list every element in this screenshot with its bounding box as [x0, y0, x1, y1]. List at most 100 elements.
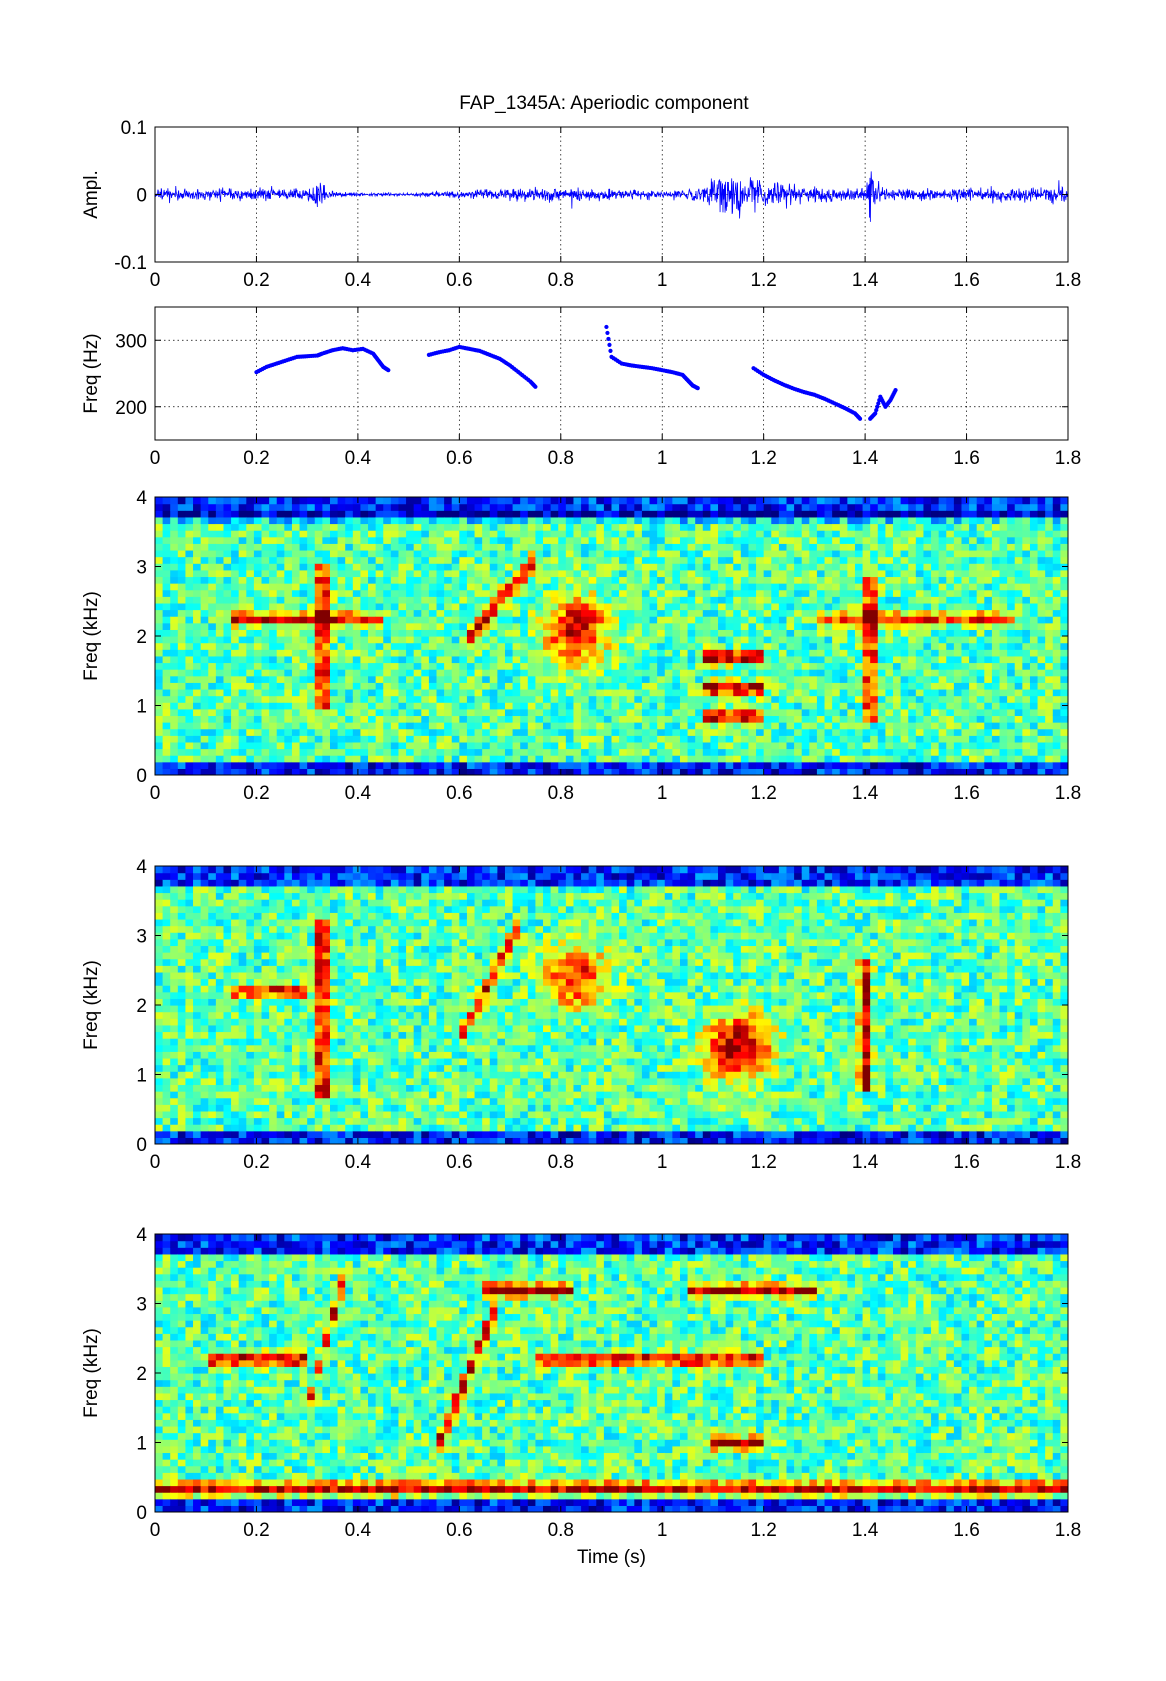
heatmap-cell [177, 642, 187, 650]
heatmap-cell [809, 662, 818, 670]
heatmap-cell [634, 669, 643, 677]
heatmap-cell [938, 497, 947, 505]
heatmap-cell [915, 741, 925, 750]
heatmap-cell [482, 695, 491, 703]
heatmap-cell [474, 655, 483, 664]
heatmap-cell [337, 556, 346, 564]
heatmap-cell [969, 556, 978, 564]
heatmap-cell [170, 616, 179, 624]
heatmap-cell [238, 616, 247, 624]
heatmap-cell [352, 569, 362, 578]
heatmap-cell [740, 609, 750, 617]
heatmap-cell [253, 682, 263, 690]
heatmap-cell [337, 563, 346, 571]
heatmap-cell [603, 622, 613, 630]
heatmap-cell [307, 741, 316, 750]
heatmap-cell [923, 516, 932, 525]
heatmap-cell [581, 715, 590, 723]
heatmap-cell [390, 602, 400, 611]
heatmap-cell [489, 503, 498, 511]
heatmap-cell [421, 583, 430, 591]
heatmap-cell [870, 596, 879, 604]
heatmap-cell [170, 602, 179, 611]
heatmap-cell [854, 695, 864, 703]
heatmap-cell [177, 755, 187, 763]
heatmap-cell [238, 708, 247, 717]
heatmap-cell [193, 510, 202, 518]
heatmap-cell [284, 596, 293, 604]
heatmap-cell [718, 569, 727, 578]
heatmap-cell [862, 768, 871, 775]
heatmap-cell [466, 722, 476, 730]
heatmap-cell [588, 563, 597, 571]
heatmap-cell [208, 715, 217, 723]
heatmap-cell [504, 748, 514, 756]
heatmap-cell [809, 741, 818, 750]
heatmap-cell [626, 682, 635, 690]
heatmap-cell [329, 715, 339, 723]
heatmap-cell [512, 543, 521, 551]
heatmap-cell [893, 549, 902, 558]
heatmap-cell [390, 536, 400, 544]
heatmap-cell [847, 497, 856, 505]
heatmap-cell [497, 682, 506, 690]
heatmap-cell [634, 516, 643, 525]
heatmap-cell [588, 569, 597, 578]
heatmap-cell [504, 636, 514, 644]
heatmap-cell [786, 622, 795, 630]
heatmap-cell [748, 530, 757, 538]
heatmap-cell [573, 536, 582, 544]
heatmap-cell [596, 649, 605, 657]
heatmap-cell [406, 510, 415, 518]
heatmap-cell [550, 576, 559, 584]
heatmap-cell [771, 589, 780, 597]
heatmap-cell [794, 629, 803, 637]
heatmap-cell [832, 702, 841, 710]
heatmap-cell [748, 596, 757, 604]
heatmap-cell [725, 583, 734, 591]
heatmap-cell [839, 642, 848, 650]
plot-area [155, 127, 1068, 262]
heatmap-cell [824, 609, 833, 617]
heatmap-cell [611, 735, 620, 743]
heatmap-cell [550, 722, 559, 730]
heatmap-cell [657, 622, 666, 630]
heatmap-cell [504, 503, 514, 511]
heatmap-cell [231, 530, 240, 538]
heatmap-cell [900, 576, 909, 584]
heatmap-cell [870, 715, 879, 723]
heatmap-cell [573, 516, 582, 525]
heatmap-cell [641, 530, 651, 538]
heatmap-cell [756, 609, 765, 617]
heatmap-cell [710, 510, 719, 518]
heatmap-cell [672, 503, 681, 511]
heatmap-cell [284, 735, 293, 743]
heatmap-cell [253, 523, 263, 531]
heatmap-cell [345, 642, 354, 650]
heatmap-cell [969, 715, 978, 723]
heatmap-cell [444, 682, 453, 690]
heatmap-cell [162, 602, 171, 611]
heatmap-cell [466, 715, 476, 723]
heatmap-cell [360, 662, 369, 670]
heatmap-cell [269, 530, 278, 538]
heatmap-cell [679, 609, 689, 617]
heatmap-cell [299, 735, 308, 743]
heatmap-cell [733, 629, 742, 637]
heatmap-cell [215, 649, 225, 657]
heatmap-cell [383, 728, 392, 736]
heatmap-cell [177, 682, 187, 690]
heatmap-cell [740, 556, 750, 564]
heatmap-cell [588, 530, 597, 538]
heatmap-cell [185, 662, 194, 670]
heatmap-cell [193, 563, 202, 571]
heatmap-cell [885, 556, 894, 564]
heatmap-cell [527, 536, 537, 544]
heatmap-cell [337, 543, 346, 551]
heatmap-cell [504, 662, 514, 670]
heatmap-cell [238, 735, 247, 743]
heatmap-cell [862, 761, 871, 769]
heatmap-cell [390, 755, 400, 763]
heatmap-cell [801, 722, 810, 730]
heatmap-cell [398, 556, 407, 564]
